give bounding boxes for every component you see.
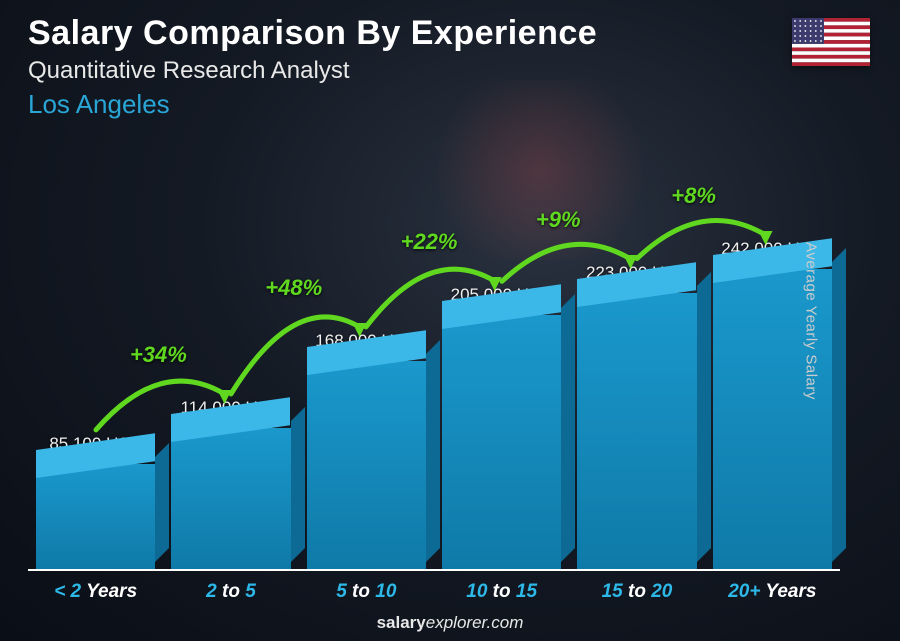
x-axis-label: 20+ Years (705, 581, 840, 603)
x-axis-label: 15 to 20 (569, 581, 704, 603)
footer-brand-bold: salary (377, 613, 426, 632)
pct-change-label: +48% (265, 275, 322, 301)
bar-group: 205,000 USD (434, 140, 569, 569)
footer-brand: salaryexplorer.com (0, 613, 900, 633)
bar-group: 242,000 USD (705, 140, 840, 569)
x-axis-label: < 2 Years (28, 581, 163, 603)
x-axis-label: 2 to 5 (163, 581, 298, 603)
header: Salary Comparison By Experience Quantita… (28, 14, 872, 120)
bar (36, 464, 155, 569)
us-flag-icon (792, 18, 870, 66)
pct-change-label: +34% (130, 342, 187, 368)
y-axis-label: Average Yearly Salary (803, 242, 820, 400)
bar (442, 315, 561, 569)
bar (577, 293, 696, 569)
bar-group: 168,000 USD (299, 140, 434, 569)
footer-brand-rest: explorer.com (426, 613, 524, 632)
pct-change-label: +9% (536, 207, 581, 233)
location: Los Angeles (28, 89, 872, 120)
bar (171, 428, 290, 569)
pct-change-label: +8% (671, 183, 716, 209)
pct-change-label: +22% (401, 229, 458, 255)
page-title: Salary Comparison By Experience (28, 14, 872, 53)
x-axis: < 2 Years2 to 55 to 1010 to 1515 to 2020… (28, 569, 840, 603)
bar (307, 361, 426, 569)
x-axis-label: 5 to 10 (299, 581, 434, 603)
x-axis-label: 10 to 15 (434, 581, 569, 603)
job-title: Quantitative Research Analyst (28, 57, 872, 85)
